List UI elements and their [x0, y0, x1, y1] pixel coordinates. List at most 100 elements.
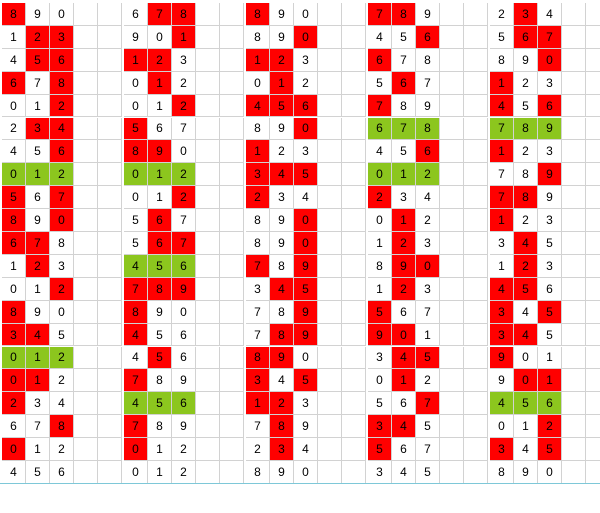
empty-cell[interactable] [74, 140, 98, 164]
empty-cell[interactable] [562, 94, 586, 118]
number-cell[interactable]: 2 [172, 461, 196, 484]
number-cell[interactable]: 6 [26, 186, 50, 210]
empty-cell[interactable] [464, 369, 488, 393]
empty-cell[interactable] [562, 117, 586, 141]
number-cell[interactable]: 4 [392, 461, 416, 484]
number-cell[interactable]: 0 [514, 346, 538, 370]
number-cell[interactable]: 1 [124, 48, 148, 72]
empty-cell[interactable] [342, 140, 366, 164]
empty-cell[interactable] [586, 3, 600, 26]
number-cell[interactable]: 2 [26, 254, 50, 278]
number-cell[interactable]: 7 [26, 71, 50, 95]
empty-cell[interactable] [464, 48, 488, 72]
number-cell[interactable]: 9 [294, 415, 318, 439]
empty-cell[interactable] [586, 163, 600, 187]
number-cell[interactable]: 8 [124, 140, 148, 164]
number-cell[interactable]: 5 [26, 140, 50, 164]
number-cell[interactable]: 1 [172, 25, 196, 49]
empty-cell[interactable] [562, 346, 586, 370]
number-cell[interactable]: 4 [490, 277, 514, 301]
number-cell[interactable]: 6 [392, 71, 416, 95]
empty-cell[interactable] [98, 300, 122, 324]
empty-cell[interactable] [342, 369, 366, 393]
number-cell[interactable]: 4 [124, 323, 148, 347]
empty-cell[interactable] [586, 140, 600, 164]
empty-cell[interactable] [440, 3, 464, 26]
empty-cell[interactable] [98, 323, 122, 347]
number-cell[interactable]: 3 [50, 254, 74, 278]
number-cell[interactable]: 1 [490, 71, 514, 95]
number-cell[interactable]: 7 [148, 3, 172, 26]
number-cell[interactable]: 3 [246, 277, 270, 301]
number-cell[interactable]: 5 [148, 346, 172, 370]
number-cell[interactable]: 0 [538, 48, 562, 72]
empty-cell[interactable] [342, 323, 366, 347]
number-cell[interactable]: 8 [246, 3, 270, 26]
number-cell[interactable]: 2 [392, 277, 416, 301]
number-cell[interactable]: 2 [270, 48, 294, 72]
empty-cell[interactable] [464, 323, 488, 347]
number-cell[interactable]: 9 [124, 25, 148, 49]
empty-cell[interactable] [318, 300, 342, 324]
empty-cell[interactable] [196, 300, 220, 324]
number-cell[interactable]: 0 [2, 438, 26, 461]
number-cell[interactable]: 0 [2, 163, 26, 187]
empty-cell[interactable] [342, 117, 366, 141]
number-cell[interactable]: 8 [246, 461, 270, 484]
number-cell[interactable]: 5 [270, 94, 294, 118]
empty-cell[interactable] [586, 415, 600, 439]
number-cell[interactable]: 0 [124, 438, 148, 461]
empty-cell[interactable] [220, 209, 244, 232]
empty-cell[interactable] [196, 232, 220, 255]
number-cell[interactable]: 7 [172, 232, 196, 255]
empty-cell[interactable] [440, 232, 464, 255]
number-cell[interactable]: 2 [514, 140, 538, 164]
number-cell[interactable]: 5 [514, 392, 538, 416]
empty-cell[interactable] [74, 300, 98, 324]
number-cell[interactable]: 8 [270, 415, 294, 439]
number-cell[interactable]: 6 [50, 48, 74, 72]
empty-cell[interactable] [342, 415, 366, 439]
number-cell[interactable]: 0 [50, 300, 74, 324]
number-cell[interactable]: 2 [294, 71, 318, 95]
number-cell[interactable]: 7 [124, 277, 148, 301]
number-cell[interactable]: 3 [294, 140, 318, 164]
number-cell[interactable]: 6 [172, 392, 196, 416]
empty-cell[interactable] [440, 254, 464, 278]
number-cell[interactable]: 7 [490, 186, 514, 210]
empty-cell[interactable] [586, 278, 600, 301]
empty-cell[interactable] [586, 301, 600, 324]
number-cell[interactable]: 4 [514, 232, 538, 255]
empty-cell[interactable] [586, 369, 600, 393]
number-cell[interactable]: 1 [368, 277, 392, 301]
number-cell[interactable]: 5 [2, 186, 26, 210]
number-cell[interactable]: 3 [270, 186, 294, 210]
empty-cell[interactable] [586, 72, 600, 95]
empty-cell[interactable] [196, 323, 220, 347]
number-cell[interactable]: 1 [148, 94, 172, 118]
number-cell[interactable]: 7 [172, 209, 196, 232]
empty-cell[interactable] [342, 254, 366, 278]
number-cell[interactable]: 2 [246, 186, 270, 210]
empty-cell[interactable] [220, 163, 244, 187]
empty-cell[interactable] [98, 346, 122, 370]
empty-cell[interactable] [220, 254, 244, 278]
number-cell[interactable]: 5 [416, 415, 440, 439]
empty-cell[interactable] [440, 438, 464, 461]
number-cell[interactable]: 6 [50, 461, 74, 484]
number-cell[interactable]: 9 [26, 300, 50, 324]
number-cell[interactable]: 2 [416, 209, 440, 232]
number-cell[interactable]: 1 [2, 25, 26, 49]
number-cell[interactable]: 0 [2, 94, 26, 118]
number-cell[interactable]: 5 [538, 300, 562, 324]
number-cell[interactable]: 9 [294, 323, 318, 347]
empty-cell[interactable] [586, 118, 600, 141]
empty-cell[interactable] [440, 392, 464, 416]
number-cell[interactable]: 1 [416, 323, 440, 347]
number-cell[interactable]: 4 [270, 369, 294, 393]
number-cell[interactable]: 8 [50, 232, 74, 255]
number-cell[interactable]: 1 [538, 369, 562, 393]
number-cell[interactable]: 4 [50, 117, 74, 141]
empty-cell[interactable] [220, 392, 244, 416]
number-cell[interactable]: 3 [270, 438, 294, 461]
